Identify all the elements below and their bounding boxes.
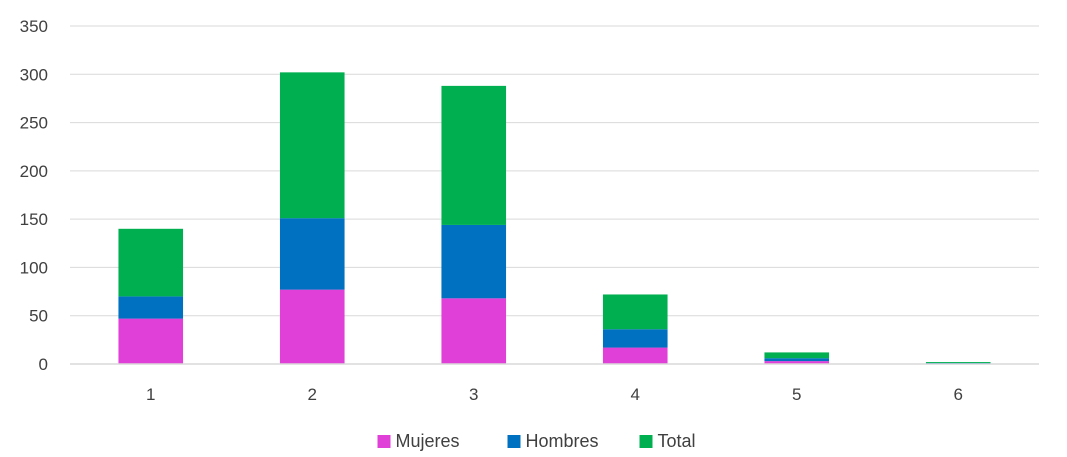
- y-tick-label: 100: [20, 258, 48, 277]
- bar-total-6: [925, 362, 991, 364]
- bar-mujeres-4: [602, 347, 668, 364]
- gridlines: [70, 25, 1039, 317]
- bar-mujeres-3: [441, 298, 507, 364]
- bar-mujeres-5: [764, 361, 830, 364]
- legend-swatch-mujeres: [377, 435, 391, 448]
- x-tick-label: 1: [146, 385, 155, 404]
- bar-hombres-2: [279, 218, 345, 290]
- bar-total-5: [764, 352, 830, 359]
- x-axis-tick-labels: 1 2 3 4 5 6: [146, 385, 963, 404]
- bar-total-4: [602, 294, 668, 330]
- legend: Mujeres Hombres Total: [377, 431, 696, 451]
- x-tick-label: 3: [469, 385, 478, 404]
- y-tick-label: 250: [20, 114, 48, 133]
- x-tick-label: 2: [308, 385, 317, 404]
- legend-swatch-hombres: [507, 435, 521, 448]
- y-tick-label: 0: [39, 355, 48, 374]
- legend-label-total: Total: [658, 431, 696, 451]
- bar-hombres-1: [118, 296, 184, 319]
- bar-hombres-3: [441, 224, 507, 299]
- y-tick-label: 150: [20, 210, 48, 229]
- bars: [118, 72, 991, 364]
- x-tick-label: 6: [954, 385, 963, 404]
- y-tick-label: 350: [20, 17, 48, 36]
- x-tick-label: 4: [631, 385, 640, 404]
- y-tick-label: 200: [20, 162, 48, 181]
- bar-total-3: [441, 85, 507, 225]
- x-tick-label: 5: [792, 385, 801, 404]
- bar-total-2: [279, 72, 345, 219]
- y-tick-label: 300: [20, 65, 48, 84]
- legend-swatch-total: [639, 435, 653, 448]
- y-axis-tick-labels: 0 50 100 150 200 250 300 350: [20, 17, 48, 374]
- bar-total-1: [118, 228, 184, 297]
- y-tick-label: 50: [29, 307, 48, 326]
- legend-label-hombres: Hombres: [526, 431, 599, 451]
- bar-mujeres-2: [279, 289, 345, 364]
- bar-hombres-5: [764, 358, 830, 362]
- bar-mujeres-1: [118, 318, 184, 364]
- legend-label-mujeres: Mujeres: [396, 431, 460, 451]
- bar-hombres-4: [602, 329, 668, 348]
